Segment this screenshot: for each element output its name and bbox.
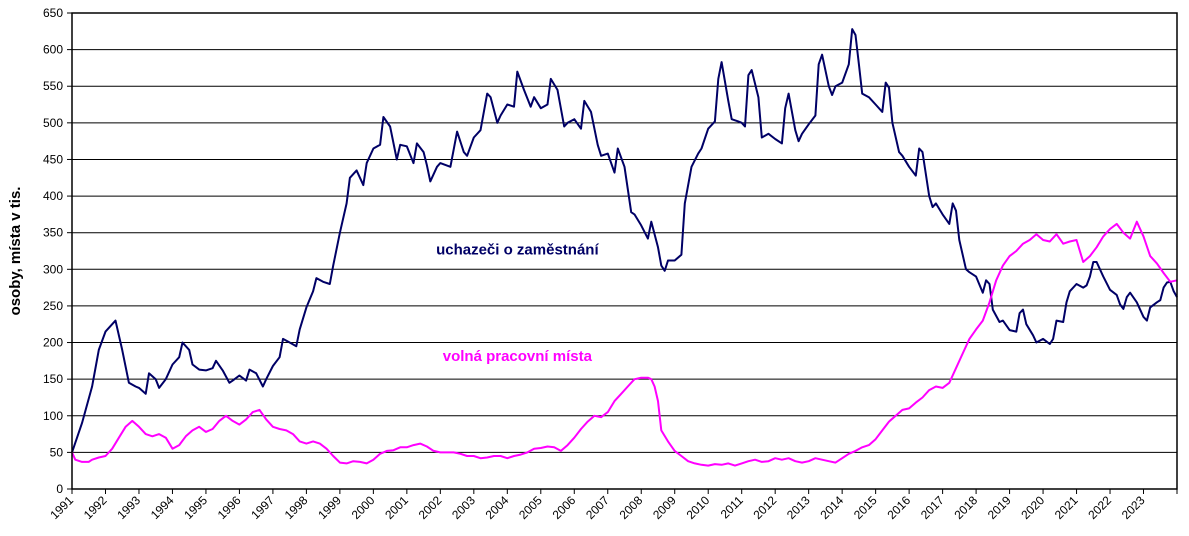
y-tick-label-200: 200 bbox=[43, 336, 63, 350]
y-tick-label-350: 350 bbox=[43, 226, 63, 240]
series-line-volna-mista bbox=[71, 220, 1178, 467]
y-axis-ticks: 0 50 100 150 200 250 300 350 400 450 500 550 600 650 bbox=[43, 6, 72, 496]
x-tick-label-2000: 2000 bbox=[349, 493, 378, 522]
y-tick-label-50: 50 bbox=[50, 445, 64, 459]
x-tick-label-2019: 2019 bbox=[985, 493, 1014, 522]
x-tick-label-2007: 2007 bbox=[583, 493, 612, 522]
y-tick-label-550: 550 bbox=[43, 79, 63, 93]
y-tick-label-100: 100 bbox=[43, 409, 63, 423]
x-tick-label-2008: 2008 bbox=[617, 493, 646, 522]
x-tick-label-2017: 2017 bbox=[918, 493, 947, 522]
x-tick-label-1991: 1991 bbox=[47, 493, 76, 522]
x-tick-label-2020: 2020 bbox=[1018, 493, 1047, 522]
x-tick-label-2004: 2004 bbox=[483, 493, 512, 522]
x-tick-label-1994: 1994 bbox=[148, 493, 177, 522]
x-tick-label-1992: 1992 bbox=[81, 493, 110, 522]
y-axis-label: osoby, místa v tis. bbox=[7, 187, 24, 316]
x-tick-label-2021: 2021 bbox=[1052, 493, 1081, 522]
x-tick-label-2016: 2016 bbox=[884, 493, 913, 522]
series-line-uchazeci bbox=[71, 28, 1178, 453]
x-tick-label-2003: 2003 bbox=[449, 493, 478, 522]
y-tick-label-450: 450 bbox=[43, 152, 63, 166]
x-tick-label-2018: 2018 bbox=[951, 493, 980, 522]
series-label-uchazeci: uchazeči o zaměstnání bbox=[436, 242, 599, 259]
x-tick-label-1998: 1998 bbox=[282, 493, 311, 522]
y-tick-label-150: 150 bbox=[43, 372, 63, 386]
x-tick-label-1993: 1993 bbox=[114, 493, 143, 522]
y-tick-label-400: 400 bbox=[43, 189, 63, 203]
x-tick-label-2013: 2013 bbox=[784, 493, 813, 522]
annotations: uchazeči o zaměstnání volná pracovní míst… bbox=[436, 242, 599, 365]
y-tick-label-600: 600 bbox=[43, 43, 63, 57]
x-tick-label-2006: 2006 bbox=[550, 493, 579, 522]
x-tick-label-2012: 2012 bbox=[751, 493, 780, 522]
plot-frame bbox=[71, 12, 1178, 490]
x-axis-ticks: 1991 1992 1993 1994 1995 1996 1997 1998 1999 2000… bbox=[47, 489, 1178, 522]
series-label-volna-mista: volná pracovní místa bbox=[443, 348, 593, 365]
x-tick-label-2010: 2010 bbox=[684, 493, 713, 522]
x-tick-label-2001: 2001 bbox=[382, 493, 411, 522]
x-tick-label-1995: 1995 bbox=[181, 493, 210, 522]
y-tick-label-650: 650 bbox=[43, 6, 63, 20]
x-tick-label-2009: 2009 bbox=[650, 493, 679, 522]
y-tick-label-250: 250 bbox=[43, 299, 63, 313]
x-tick-label-2002: 2002 bbox=[416, 493, 445, 522]
y-tick-label-0: 0 bbox=[56, 482, 63, 496]
x-tick-label-2005: 2005 bbox=[516, 493, 545, 522]
x-tick-label-2015: 2015 bbox=[851, 493, 880, 522]
x-tick-label-1999: 1999 bbox=[315, 493, 344, 522]
series-group bbox=[71, 28, 1178, 467]
gridlines bbox=[72, 49, 1177, 453]
x-tick-label-2014: 2014 bbox=[817, 493, 846, 522]
x-tick-label-1997: 1997 bbox=[248, 493, 277, 522]
x-tick-label-1996: 1996 bbox=[215, 493, 244, 522]
x-tick-label-2023: 2023 bbox=[1119, 493, 1148, 522]
y-tick-label-500: 500 bbox=[43, 116, 63, 130]
x-tick-label-2022: 2022 bbox=[1085, 493, 1114, 522]
x-tick-label-2011: 2011 bbox=[718, 493, 746, 521]
y-tick-label-300: 300 bbox=[43, 262, 63, 276]
